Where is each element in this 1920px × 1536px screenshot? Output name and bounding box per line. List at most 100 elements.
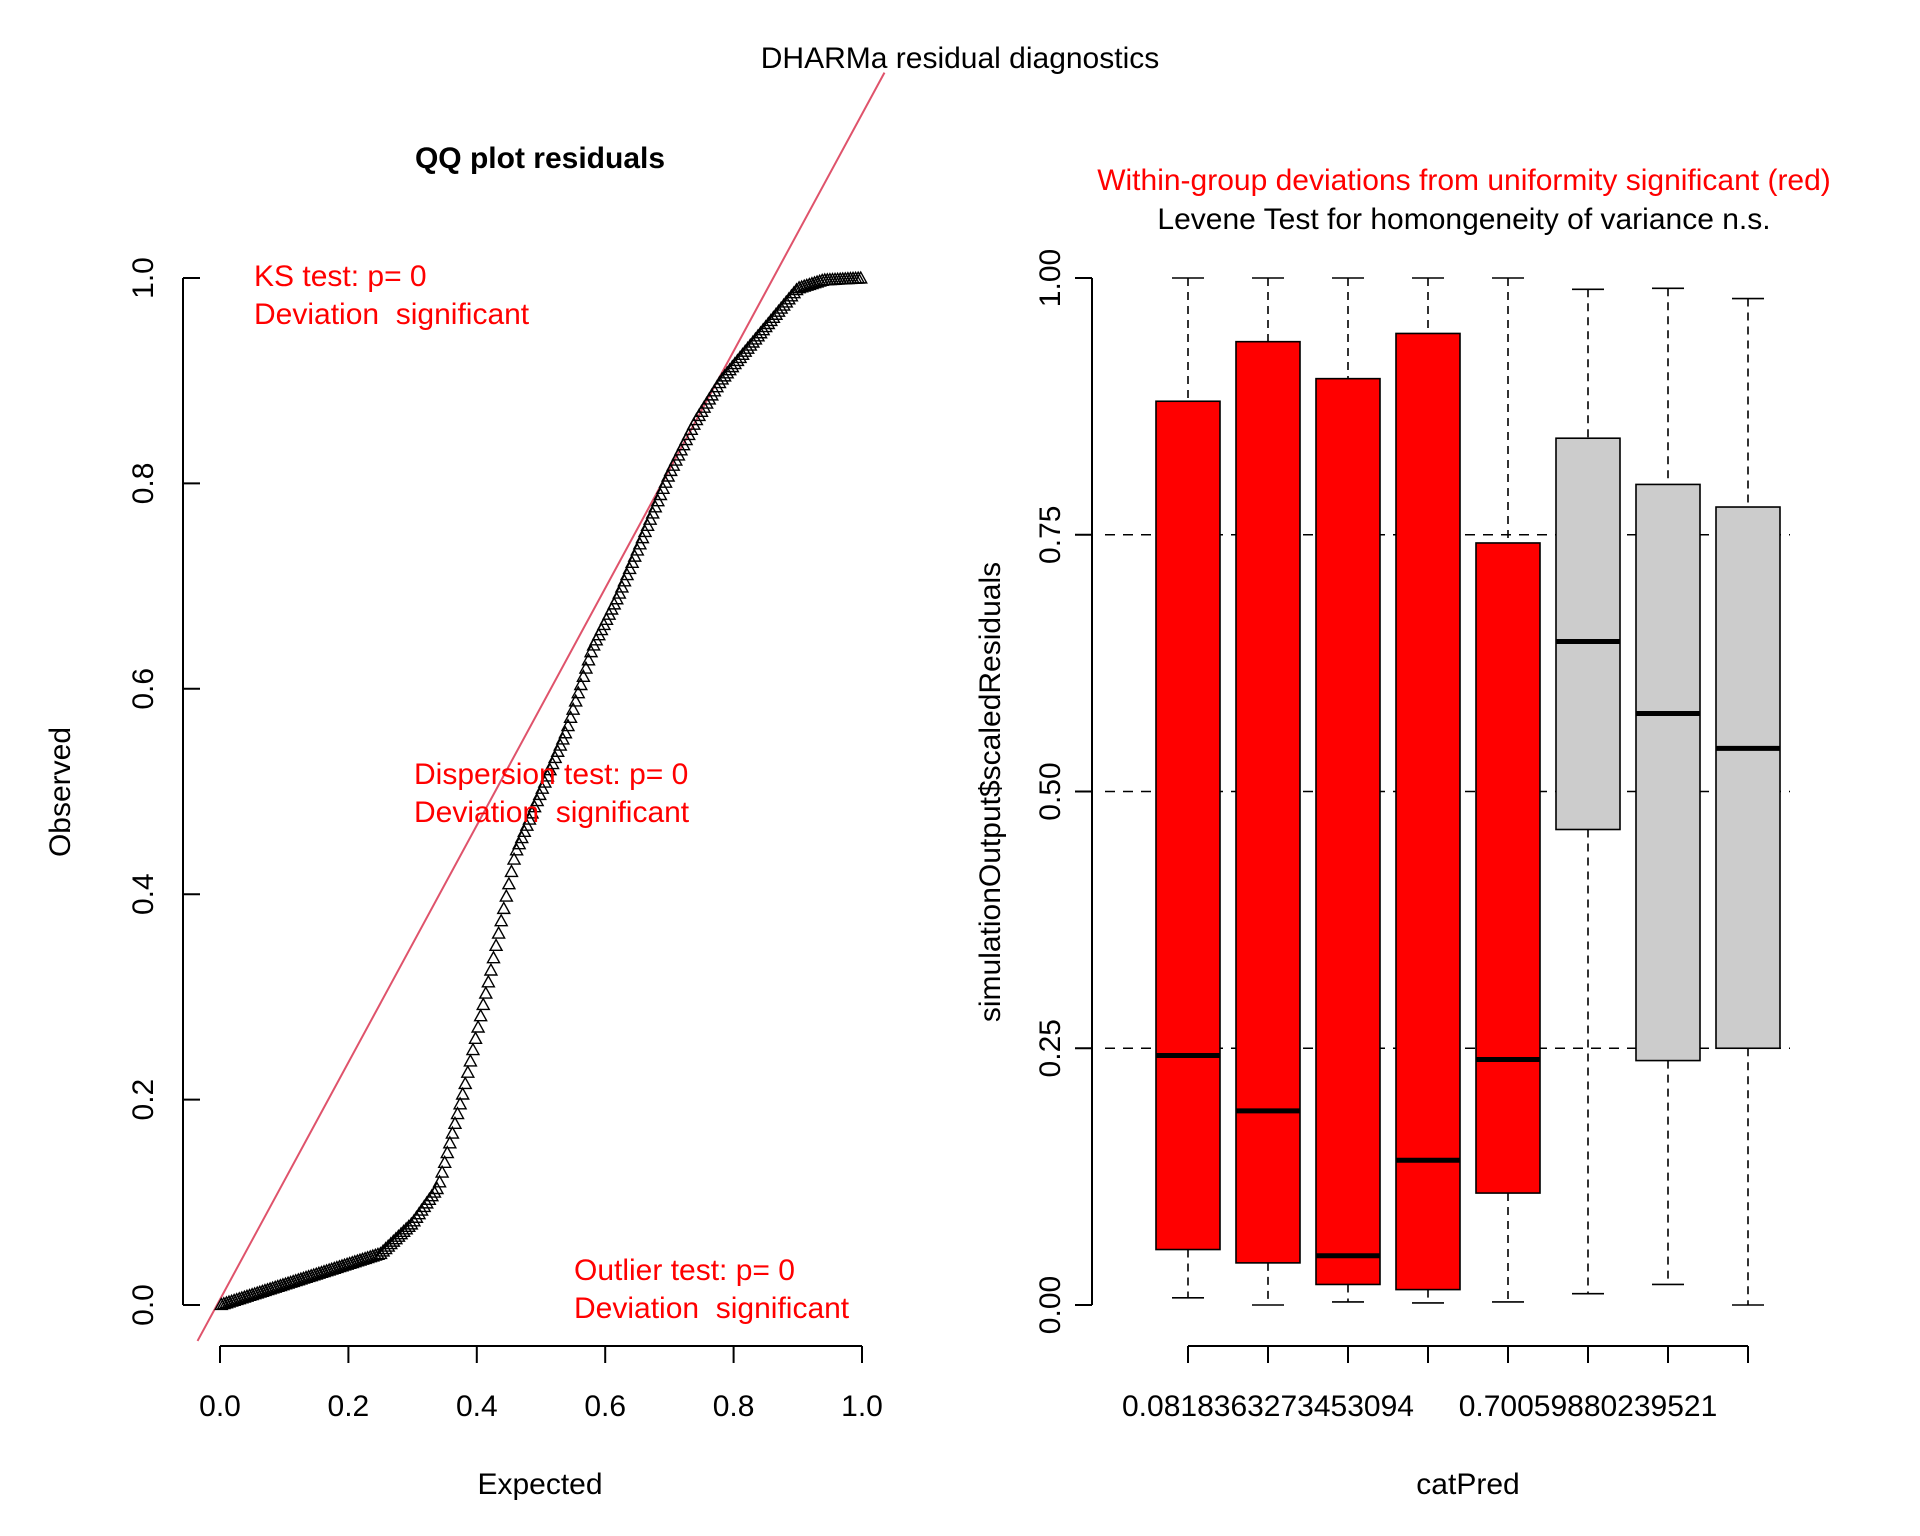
qq-point bbox=[501, 876, 517, 890]
qq-point bbox=[743, 337, 758, 351]
dispersion-deviation-label: Deviation significant bbox=[414, 796, 690, 829]
box-iqr bbox=[1715, 506, 1781, 1050]
box-group bbox=[1635, 287, 1701, 1286]
box-groups bbox=[1155, 277, 1781, 1306]
qq-point bbox=[627, 548, 642, 562]
qq-point bbox=[776, 297, 791, 311]
qq-x-tick-label: 0.8 bbox=[713, 1390, 755, 1423]
qq-point bbox=[432, 1174, 447, 1188]
qq-point bbox=[773, 300, 789, 314]
dispersion-test-label: Dispersion test: p= 0 bbox=[414, 758, 688, 791]
qq-point bbox=[488, 938, 504, 952]
qq-point bbox=[576, 669, 591, 682]
qq-point bbox=[458, 1076, 473, 1090]
qq-point bbox=[753, 325, 768, 339]
qq-title: QQ plot residuals bbox=[415, 142, 665, 175]
box-iqr bbox=[1635, 483, 1701, 1062]
qq-point bbox=[642, 511, 658, 525]
qq-point bbox=[442, 1135, 458, 1149]
qq-point bbox=[732, 350, 748, 364]
qq-y-tick-label: 0.8 bbox=[127, 463, 160, 505]
outlier-deviation-label: Deviation significant bbox=[574, 1292, 850, 1325]
outlier-test-label: Outlier test: p= 0 bbox=[574, 1254, 795, 1287]
qq-reference-line bbox=[196, 72, 886, 1342]
box-x-tick-label: 0.70059880239521 bbox=[1459, 1390, 1718, 1423]
qq-point bbox=[404, 1216, 419, 1230]
box-group bbox=[1715, 297, 1781, 1306]
qq-point bbox=[578, 660, 594, 674]
qq-point bbox=[812, 273, 827, 287]
qq-point bbox=[581, 652, 596, 666]
qq-point bbox=[527, 799, 542, 813]
qq-point bbox=[745, 334, 761, 348]
qq-point bbox=[468, 1031, 483, 1044]
qq-point bbox=[568, 693, 583, 707]
qq-point bbox=[722, 362, 737, 376]
qq-y-ticks: 0.0 0.2 0.4 0.6 0.8 1.0 bbox=[127, 257, 200, 1326]
qq-point bbox=[635, 530, 650, 544]
qq-point bbox=[499, 888, 514, 902]
box-y-tick-label: 0.50 bbox=[1034, 762, 1067, 820]
qq-point bbox=[768, 307, 784, 320]
qq-point bbox=[522, 811, 537, 825]
qq-point bbox=[622, 561, 637, 575]
qq-point bbox=[483, 962, 499, 976]
qq-y-tick-label: 0.0 bbox=[127, 1284, 160, 1326]
qq-plot-area bbox=[196, 72, 886, 1342]
qq-point bbox=[529, 793, 545, 807]
qq-point bbox=[455, 1086, 470, 1100]
qq-point bbox=[763, 313, 779, 327]
qq-point bbox=[511, 836, 527, 850]
box-group bbox=[1315, 277, 1381, 1303]
qq-point bbox=[645, 505, 660, 519]
qq-point bbox=[478, 985, 493, 999]
qq-point bbox=[465, 1042, 481, 1056]
box-group bbox=[1475, 277, 1541, 1303]
qq-point bbox=[486, 950, 501, 964]
figure-title: DHARMa residual diagnostics bbox=[761, 42, 1160, 75]
qq-point bbox=[494, 913, 509, 927]
qq-point bbox=[750, 328, 766, 342]
box-iqr bbox=[1395, 332, 1461, 1291]
qq-point bbox=[560, 718, 576, 732]
qq-point bbox=[779, 294, 794, 308]
qq-point bbox=[506, 851, 522, 865]
qq-y-tick-label: 0.4 bbox=[127, 873, 160, 915]
box-x-ticks: 0.0818363273453094 0.70059880239521 bbox=[1122, 1345, 1749, 1423]
ks-deviation-label: Deviation significant bbox=[254, 298, 530, 331]
qq-point bbox=[571, 685, 586, 699]
qq-point bbox=[853, 270, 868, 284]
qq-point bbox=[619, 567, 635, 581]
qq-point bbox=[481, 974, 496, 988]
qq-point bbox=[532, 787, 547, 801]
qq-point bbox=[545, 756, 560, 770]
qq-x-tick-label: 0.0 bbox=[199, 1390, 241, 1423]
qq-point bbox=[630, 542, 645, 556]
qq-point bbox=[617, 573, 632, 587]
box-panel: Within-group deviations from uniformity … bbox=[974, 164, 1831, 1501]
qq-x-tick-label: 0.6 bbox=[584, 1390, 626, 1423]
box-group bbox=[1235, 277, 1301, 1306]
qq-point bbox=[737, 343, 753, 357]
qq-point bbox=[781, 291, 797, 305]
qq-point bbox=[558, 725, 573, 739]
qq-point bbox=[725, 359, 740, 373]
box-title-line-1: Within-group deviations from uniformity … bbox=[1097, 164, 1831, 197]
qq-point bbox=[650, 493, 666, 507]
qq-point bbox=[434, 1164, 450, 1178]
box-y-ticks: 0.00 0.25 0.50 0.75 1.00 bbox=[1034, 249, 1092, 1334]
qq-point bbox=[491, 925, 506, 939]
qq-y-tick-label: 0.6 bbox=[127, 668, 160, 710]
ks-test-label: KS test: p= 0 bbox=[254, 260, 427, 293]
qq-point bbox=[740, 340, 755, 354]
qq-point bbox=[714, 371, 730, 385]
qq-point bbox=[565, 701, 581, 715]
qq-point bbox=[612, 585, 627, 599]
box-iqr bbox=[1155, 400, 1221, 1251]
qq-point bbox=[509, 842, 524, 856]
qq-point bbox=[445, 1125, 460, 1139]
qq-point bbox=[450, 1106, 465, 1120]
qq-point bbox=[517, 824, 532, 838]
qq-point bbox=[563, 710, 578, 724]
